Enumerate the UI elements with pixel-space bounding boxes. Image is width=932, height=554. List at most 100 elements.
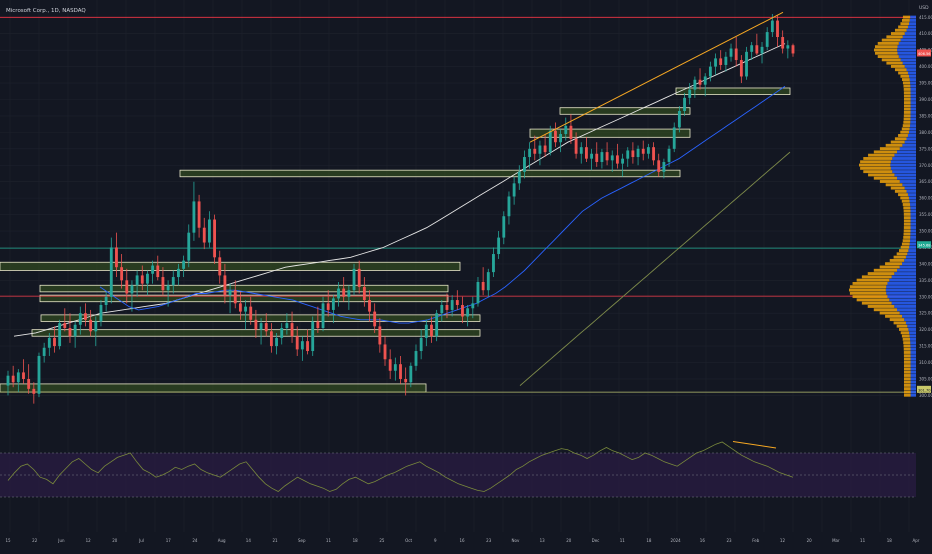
candle-body[interactable] <box>99 305 103 322</box>
candle-body[interactable] <box>285 323 289 329</box>
candle-body[interactable] <box>275 337 278 347</box>
candle-body[interactable] <box>502 216 506 238</box>
candle-body[interactable] <box>368 300 371 312</box>
candle-body[interactable] <box>574 138 578 154</box>
candle-body[interactable] <box>104 296 108 305</box>
candle-body[interactable] <box>548 130 552 153</box>
candle-body[interactable] <box>786 45 790 49</box>
candle-body[interactable] <box>254 319 258 330</box>
candle-body[interactable] <box>791 45 795 54</box>
candle-body[interactable] <box>703 76 707 85</box>
candle-body[interactable] <box>306 341 309 352</box>
candle-body[interactable] <box>177 268 180 278</box>
candle-body[interactable] <box>202 227 206 243</box>
candle-body[interactable] <box>300 341 304 350</box>
candle-body[interactable] <box>331 298 335 310</box>
candle-body[interactable] <box>543 145 547 153</box>
level-badge[interactable] <box>917 241 931 249</box>
candle-body[interactable] <box>357 268 361 287</box>
candle-body[interactable] <box>445 305 449 310</box>
candle-body[interactable] <box>290 323 294 337</box>
candle-body[interactable] <box>295 336 299 350</box>
candle-body[interactable] <box>641 148 645 154</box>
candle-body[interactable] <box>244 306 247 312</box>
candle-body[interactable] <box>595 153 599 162</box>
candle-body[interactable] <box>564 125 568 135</box>
zone-box[interactable] <box>39 284 449 293</box>
time-axis[interactable]: 15 22 Jun 12 20 Jul 17 24 Aug 14 21 Sep 11 18 25 Oct 9 16… <box>0 532 932 550</box>
candle-body[interactable] <box>197 201 201 228</box>
trendline[interactable] <box>529 11 784 143</box>
bottom-badge[interactable] <box>917 385 931 393</box>
zone-box[interactable] <box>39 294 449 303</box>
candle-body[interactable] <box>280 328 284 338</box>
candle-body[interactable] <box>342 288 346 297</box>
candle-body[interactable] <box>42 347 46 356</box>
candle-body[interactable] <box>151 265 155 274</box>
candle-body[interactable] <box>605 152 609 161</box>
candle-body[interactable] <box>585 147 588 159</box>
candle-body[interactable] <box>481 281 485 291</box>
candle-body[interactable] <box>399 364 402 379</box>
candle-body[interactable] <box>6 375 10 386</box>
candle-body[interactable] <box>745 51 748 77</box>
candle-body[interactable] <box>409 365 413 383</box>
candle-body[interactable] <box>430 324 433 337</box>
candle-body[interactable] <box>600 152 604 162</box>
candle-body[interactable] <box>89 319 93 332</box>
candle-body[interactable] <box>68 328 72 337</box>
candle-body[interactable] <box>146 273 149 284</box>
candle-body[interactable] <box>455 300 459 305</box>
candle-body[interactable] <box>760 46 764 54</box>
candle-body[interactable] <box>435 313 439 337</box>
candle-body[interactable] <box>750 45 754 52</box>
candle-body[interactable] <box>724 56 728 65</box>
candle-body[interactable] <box>233 290 237 304</box>
candle-body[interactable] <box>486 272 490 291</box>
candle-body[interactable] <box>569 125 573 139</box>
candle-body[interactable] <box>228 290 232 296</box>
candlesticks[interactable] <box>6 14 795 404</box>
candle-body[interactable] <box>559 134 563 143</box>
candle-body[interactable] <box>78 313 82 325</box>
candle-body[interactable] <box>125 280 129 294</box>
candle-body[interactable] <box>590 153 594 159</box>
zone-box[interactable] <box>529 128 691 138</box>
candle-body[interactable] <box>192 201 196 233</box>
candle-body[interactable] <box>16 372 20 383</box>
candle-body[interactable] <box>207 219 211 243</box>
candle-body[interactable] <box>523 157 526 172</box>
candle-body[interactable] <box>419 337 423 352</box>
candle-body[interactable] <box>533 148 537 154</box>
candle-body[interactable] <box>378 326 382 345</box>
candle-body[interactable] <box>130 285 134 294</box>
candle-body[interactable] <box>517 171 521 184</box>
price-axis[interactable]: 415.00410.00405.00400.00395.00390.00385.… <box>916 0 932 540</box>
candle-body[interactable] <box>156 265 160 278</box>
candle-body[interactable] <box>223 275 227 296</box>
candle-body[interactable] <box>383 344 387 360</box>
candle-body[interactable] <box>765 32 769 47</box>
candle-body[interactable] <box>734 48 738 61</box>
candle-body[interactable] <box>693 79 697 90</box>
candle-body[interactable] <box>166 285 170 291</box>
candle-body[interactable] <box>115 247 118 268</box>
candle-body[interactable] <box>37 355 41 394</box>
candle-body[interactable] <box>84 313 87 320</box>
candle-body[interactable] <box>714 58 717 67</box>
zone-box[interactable] <box>0 383 427 393</box>
candle-body[interactable] <box>27 378 31 389</box>
candle-body[interactable] <box>755 45 759 54</box>
candle-body[interactable] <box>708 66 712 77</box>
candle-body[interactable] <box>512 183 516 197</box>
candle-body[interactable] <box>424 324 428 338</box>
candle-body[interactable] <box>698 79 702 85</box>
candle-body[interactable] <box>316 321 320 329</box>
trendline-upper[interactable] <box>529 11 784 143</box>
candle-body[interactable] <box>58 323 62 347</box>
candle-body[interactable] <box>362 286 366 301</box>
candle-body[interactable] <box>22 372 25 379</box>
zone-box[interactable] <box>40 314 481 322</box>
candle-body[interactable] <box>373 311 377 327</box>
zone-box[interactable] <box>675 87 791 95</box>
